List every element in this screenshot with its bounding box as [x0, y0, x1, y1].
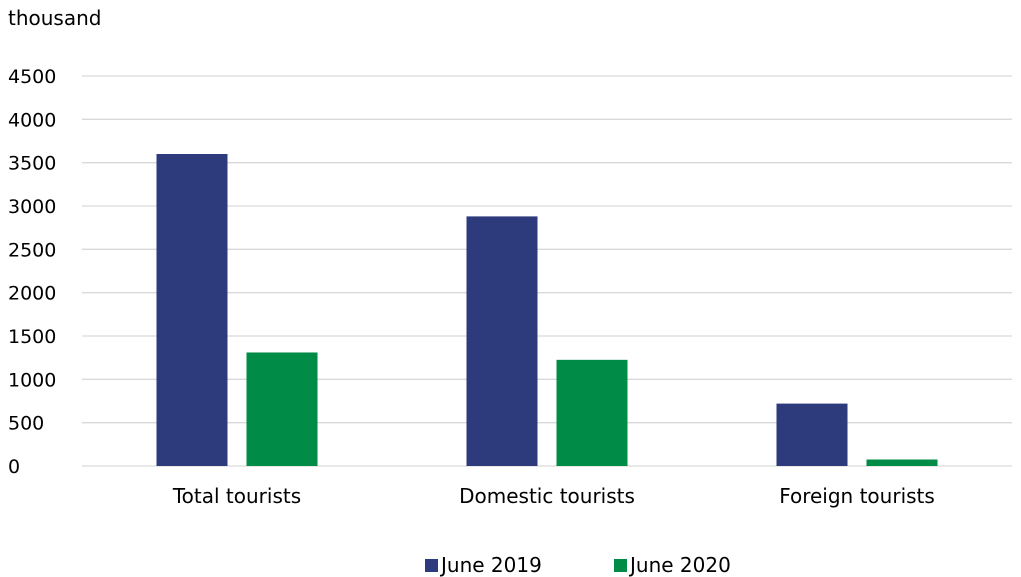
bar-chart: 0 500 1000 1500 2000 2500 3000 3500 4000 4500 Tot… — [8, 66, 1012, 508]
y-tick-label: 500 — [8, 413, 44, 435]
y-tick-label: 2000 — [8, 283, 56, 305]
category-label: Total tourists — [172, 484, 301, 508]
bar-1-3 — [776, 403, 848, 466]
bar-2-2 — [556, 359, 628, 466]
category-label: Foreign tourists — [779, 484, 935, 508]
y-tick-label: 0 — [8, 456, 20, 478]
legend: June 2019 June 2020 — [0, 553, 1021, 577]
legend-item-series-1: June 2019 — [425, 553, 542, 577]
legend-label-series-2: June 2020 — [630, 553, 731, 577]
category-label: Domestic tourists — [459, 484, 635, 508]
legend-swatch-series-1 — [425, 558, 438, 572]
y-tick-labels: 0 500 1000 1500 2000 2500 3000 3500 4000 4500 — [8, 66, 56, 478]
y-tick-label: 3000 — [8, 196, 56, 218]
legend-swatch-series-2 — [614, 558, 627, 572]
y-tick-label: 3500 — [8, 153, 56, 175]
bar-1-2 — [466, 216, 538, 466]
y-tick-label: 1000 — [8, 369, 56, 391]
legend-label-series-1: June 2019 — [441, 553, 542, 577]
y-tick-label: 2500 — [8, 239, 56, 261]
bars — [156, 154, 938, 466]
gridlines — [82, 75, 1012, 467]
category-labels: Total tourists Domestic tourists Foreign t… — [172, 484, 935, 508]
bar-2-3 — [866, 459, 938, 466]
y-tick-label: 1500 — [8, 326, 56, 348]
bar-1-1 — [156, 154, 228, 466]
y-axis-unit-label: thousand — [8, 6, 102, 30]
y-tick-label: 4500 — [8, 66, 56, 88]
bar-2-1 — [246, 352, 318, 466]
y-tick-label: 4000 — [8, 109, 56, 131]
legend-item-series-2: June 2020 — [614, 553, 731, 577]
